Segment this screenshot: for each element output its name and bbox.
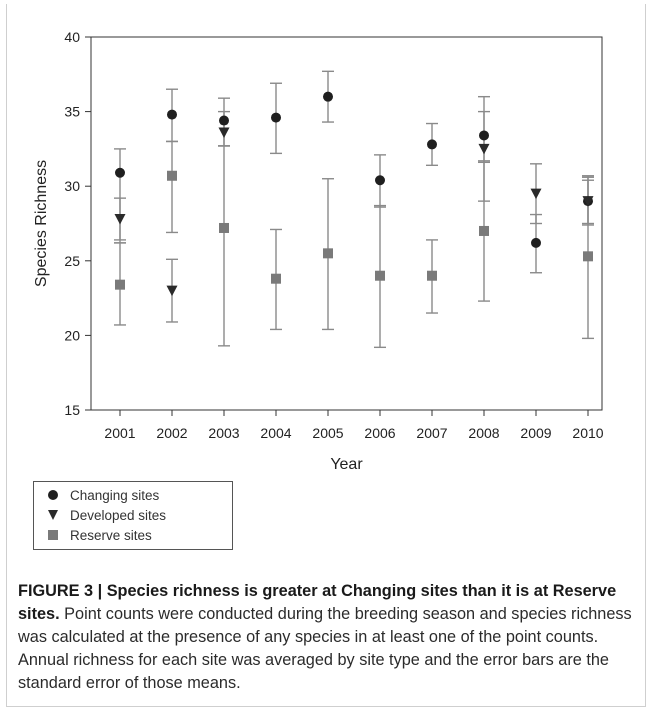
data-point-reserve (167, 170, 177, 181)
data-point-changing (479, 130, 489, 141)
data-point-changing (531, 237, 541, 248)
data-point-reserve (115, 279, 125, 290)
data-point-changing (375, 175, 385, 186)
legend-label-developed: Developed sites (70, 507, 167, 523)
figure-frame (6, 4, 646, 707)
y-tick-label: 15 (64, 402, 80, 418)
legend-item-changing: Changing sites (46, 486, 159, 504)
data-point-developed (218, 127, 230, 138)
data-point-developed (530, 188, 542, 200)
data-point-developed (166, 285, 178, 297)
x-tick-label: 2007 (416, 425, 447, 441)
legend-marker-triangle (46, 508, 60, 522)
y-tick-label: 20 (64, 327, 80, 343)
data-point-reserve (427, 270, 437, 281)
chart: 15 20 25 30 35 40 2001 2002 2003 2004 2005 2006 2007… (33, 29, 604, 473)
data-point-developed (582, 196, 594, 207)
data-point-reserve (219, 222, 229, 233)
data-point-changing (167, 109, 177, 120)
x-tick-label: 2002 (156, 425, 187, 441)
x-tick-label: 2006 (364, 425, 395, 441)
plot-area-frame (90, 36, 603, 411)
data-point-developed (114, 214, 126, 225)
x-tick-label: 2009 (520, 425, 551, 441)
legend-marker-square (46, 528, 60, 542)
data-point-developed (478, 143, 490, 155)
caption-body: Point counts were conducted during the b… (18, 605, 632, 692)
figure-caption: FIGURE 3 | Species richness is greater a… (18, 580, 640, 695)
data-point-reserve (583, 251, 593, 262)
x-tick-label: 2008 (468, 425, 499, 441)
legend-marker-circle (46, 488, 60, 502)
y-tick-label: 25 (64, 253, 80, 269)
data-point-reserve (479, 225, 489, 236)
caption-title: FIGURE 3 | Species richness is greater a… (18, 582, 617, 623)
data-point-reserve (375, 270, 385, 281)
data-point-changing (219, 115, 229, 126)
data-point-reserve (323, 248, 333, 259)
data-point-changing (427, 139, 437, 150)
y-tick-label: 40 (64, 29, 80, 45)
data-point-changing (323, 91, 333, 102)
legend: Changing sites Developed sites Reserve s… (33, 481, 233, 550)
x-tick-label: 2001 (104, 425, 135, 441)
legend-item-reserve: Reserve sites (46, 526, 152, 544)
legend-label-changing: Changing sites (70, 487, 160, 503)
data-point-reserve (271, 273, 281, 284)
x-tick-label: 2010 (572, 425, 603, 441)
x-tick-label: 2004 (260, 425, 291, 441)
legend-label-reserve: Reserve sites (70, 527, 152, 543)
x-tick-label: 2005 (312, 425, 343, 441)
legend-item-developed: Developed sites (46, 506, 166, 524)
data-point-changing (271, 112, 281, 123)
y-axis-title: Species Richness (33, 160, 50, 287)
x-tick-label: 2003 (208, 425, 239, 441)
x-axis-title: Year (330, 456, 363, 473)
y-tick-label: 35 (64, 104, 80, 120)
y-tick-label: 30 (64, 178, 80, 194)
data-point-changing (115, 167, 125, 178)
